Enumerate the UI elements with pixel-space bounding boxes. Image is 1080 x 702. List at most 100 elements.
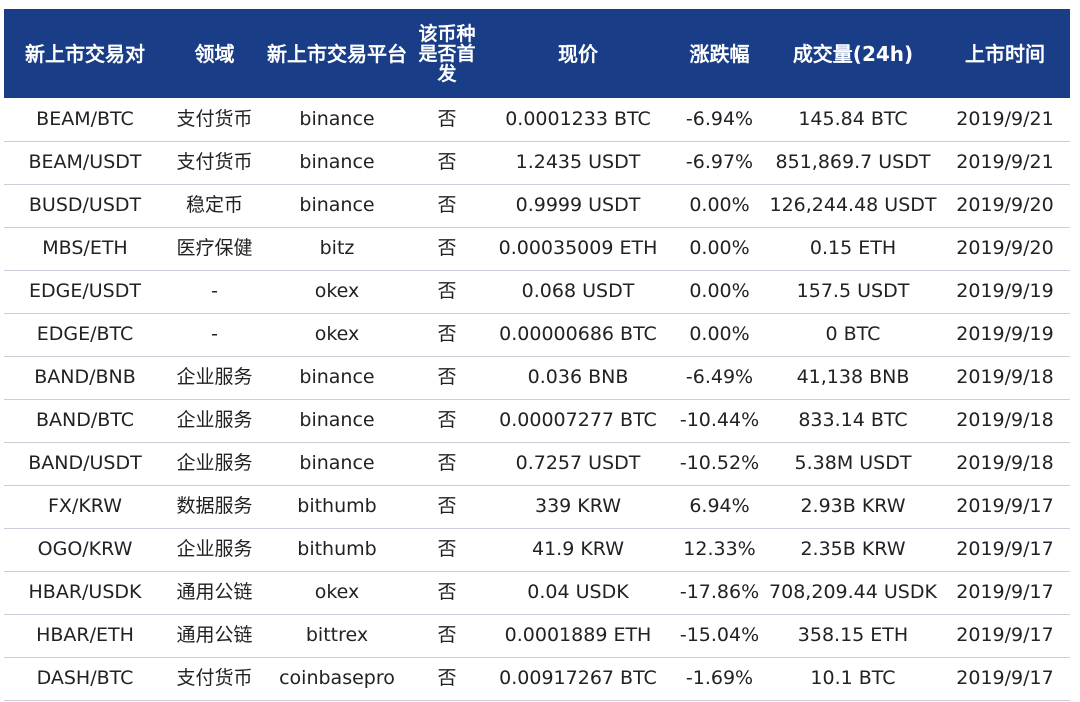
cell-price: 0.7257 USDT <box>515 452 641 474</box>
cell-listing-date: 2019/9/20 <box>956 194 1054 216</box>
cell-platform: binance <box>299 194 375 216</box>
cell-change: -1.69% <box>685 667 754 689</box>
cell-listing-date: 2019/9/19 <box>956 280 1054 302</box>
cell-volume: 145.84 BTC <box>798 107 908 130</box>
cell-price: 0.04 USDK <box>527 581 629 603</box>
cell-sector: 支付货币 <box>176 667 253 689</box>
header-first-listing: 该币种是否首发 <box>411 9 483 98</box>
cell-listing-date: 2019/9/18 <box>956 452 1054 474</box>
cell-sector: 稳定币 <box>185 194 243 216</box>
table-row: BEAM/BTC 支付货币 binance 否 0.0001233 BTC -6.94% 1… <box>4 98 1070 141</box>
table-row: BAND/USDT 企业服务 binance 否 0.7257 USDT -10.52% 5… <box>4 442 1070 485</box>
cell-platform: okex <box>314 280 360 302</box>
cell-first-listing: 否 <box>437 538 457 560</box>
cell-price: 1.2435 USDT <box>515 151 641 173</box>
cell-volume: 851,869.7 USDT <box>775 151 931 173</box>
header-platform: 新上市交易平台 <box>263 9 411 98</box>
cell-sector: 支付货币 <box>176 151 253 173</box>
cell-change: 0.00% <box>689 323 750 345</box>
cell-platform: binance <box>299 366 375 388</box>
table-row: BAND/BTC 企业服务 binance 否 0.00007277 BTC -10.44… <box>4 399 1070 442</box>
cell-price: 0.00917267 BTC <box>499 667 657 689</box>
cell-volume: 157.5 USDT <box>796 280 910 302</box>
cell-volume: 2.93B KRW <box>800 495 906 517</box>
cell-trading-pair: BAND/BTC <box>35 409 135 431</box>
table-row: EDGE/USDT - okex 否 0.068 USDT 0.00% 157.5 USDT… <box>4 270 1070 313</box>
cell-listing-date: 2019/9/21 <box>956 151 1054 173</box>
cell-first-listing: 否 <box>437 667 457 689</box>
cell-trading-pair: MBS/ETH <box>42 237 128 259</box>
cell-platform: bithumb <box>297 495 377 517</box>
cell-sector: - <box>211 280 218 302</box>
table-header: 新上市交易对 领域 新上市交易平台 该币种是否首发 现价 涨跌幅 成交量(24h… <box>4 9 1070 98</box>
cell-sector: 支付货币 <box>176 107 253 130</box>
cell-platform: binance <box>299 452 375 474</box>
cell-first-listing: 否 <box>437 409 457 431</box>
cell-platform: okex <box>314 581 360 603</box>
cell-first-listing: 否 <box>437 280 457 302</box>
cell-first-listing: 否 <box>437 624 457 646</box>
cell-volume: 0 BTC <box>825 323 881 345</box>
cell-trading-pair: FX/KRW <box>47 495 123 517</box>
cell-first-listing: 否 <box>437 366 457 388</box>
cell-trading-pair: HBAR/ETH <box>36 624 134 646</box>
table-row: FX/KRW 数据服务 bithumb 否 339 KRW 6.94% 2.93B KRW 2… <box>4 485 1070 528</box>
header-trading-pair: 新上市交易对 <box>4 9 166 98</box>
cell-first-listing: 否 <box>437 151 457 173</box>
cell-listing-date: 2019/9/17 <box>956 495 1054 517</box>
header-change: 涨跌幅 <box>673 9 766 98</box>
table-row: BAND/BNB 企业服务 binance 否 0.036 BNB -6.49% 41,13… <box>4 356 1070 399</box>
cell-trading-pair: BAND/BNB <box>34 366 136 388</box>
cell-listing-date: 2019/9/17 <box>956 667 1054 689</box>
cell-listing-date: 2019/9/17 <box>956 624 1054 646</box>
cell-trading-pair: BEAM/USDT <box>28 151 142 173</box>
table-row: BUSD/USDT 稳定币 binance 否 0.9999 USDT 0.00% 126,… <box>4 184 1070 227</box>
cell-price: 0.9999 USDT <box>515 194 641 216</box>
cell-price: 0.00000686 BTC <box>499 323 657 345</box>
cell-trading-pair: BEAM/BTC <box>36 107 134 130</box>
cell-listing-date: 2019/9/20 <box>956 237 1054 259</box>
header-row: 新上市交易对 领域 新上市交易平台 该币种是否首发 现价 涨跌幅 成交量(24h… <box>4 9 1070 98</box>
table-row: HBAR/USDK 通用公链 okex 否 0.04 USDK -17.86% 708,20… <box>4 571 1070 614</box>
cell-platform: binance <box>299 151 375 173</box>
header-price: 现价 <box>483 9 673 98</box>
cell-sector: 企业服务 <box>176 452 253 474</box>
cell-trading-pair: BAND/USDT <box>28 452 142 474</box>
cell-listing-date: 2019/9/18 <box>956 409 1054 431</box>
cell-change: 0.00% <box>689 280 750 302</box>
cell-first-listing: 否 <box>437 107 457 130</box>
cell-platform: bittrex <box>305 624 369 646</box>
cell-volume: 2.35B KRW <box>800 538 906 560</box>
cell-price: 0.0001889 ETH <box>504 624 652 646</box>
cell-price: 0.0001233 BTC <box>505 107 651 130</box>
cell-first-listing: 否 <box>437 495 457 517</box>
cell-platform: binance <box>299 409 375 431</box>
cell-first-listing: 否 <box>437 237 457 259</box>
cell-change: -17.86% <box>679 581 760 603</box>
cell-price: 0.036 BNB <box>527 366 629 388</box>
cell-platform: coinbasepro <box>279 667 395 689</box>
cell-volume: 5.38M USDT <box>794 452 912 474</box>
cell-price: 339 KRW <box>535 495 621 517</box>
cell-change: -15.04% <box>679 624 760 646</box>
cell-sector: 企业服务 <box>176 538 253 560</box>
cell-trading-pair: OGO/KRW <box>37 538 133 560</box>
cell-sector: 通用公链 <box>176 581 253 603</box>
cell-change: -6.94% <box>685 107 754 130</box>
cell-platform: okex <box>314 323 360 345</box>
cell-volume: 833.14 BTC <box>798 409 908 431</box>
cell-change: 12.33% <box>683 538 756 560</box>
cell-listing-date: 2019/9/21 <box>956 107 1054 130</box>
cell-trading-pair: DASH/BTC <box>36 667 134 689</box>
cell-trading-pair: EDGE/BTC <box>36 323 134 345</box>
cell-price: 0.00007277 BTC <box>499 409 657 431</box>
header-listing-date: 上市时间 <box>940 9 1070 98</box>
table-row: MBS/ETH 医疗保健 bitz 否 0.00035009 ETH 0.00% 0.15 … <box>4 227 1070 270</box>
cell-change: 0.00% <box>689 194 750 216</box>
cell-first-listing: 否 <box>437 194 457 216</box>
cell-first-listing: 否 <box>437 581 457 603</box>
cell-listing-date: 2019/9/18 <box>956 366 1054 388</box>
cell-volume: 126,244.48 USDT <box>769 194 937 216</box>
cell-price: 0.068 USDT <box>521 280 635 302</box>
